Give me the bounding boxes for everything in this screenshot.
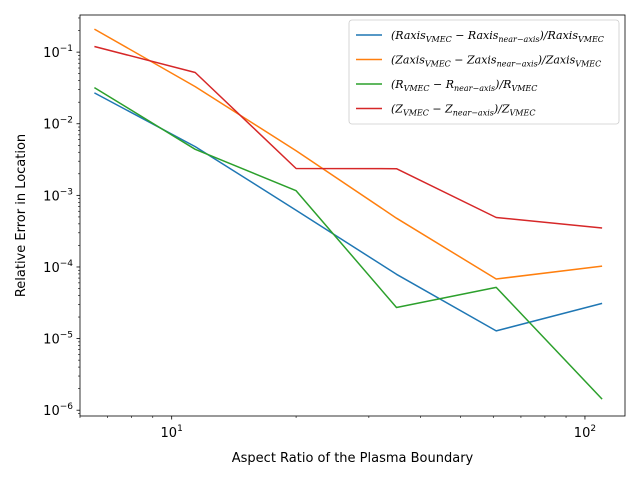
legend: (RaxisVMEC − Raxisnear−axis)/RaxisVMEC (Z… — [348, 19, 620, 125]
x-axis-ticks: 101 102 — [79, 416, 596, 441]
axes-frame — [79, 14, 626, 417]
legend-entry: (ZVMEC − Znear−axis)/ZVMEC — [391, 103, 535, 118]
x-tick-label: 102 — [574, 424, 596, 441]
legend-box — [348, 19, 620, 125]
series-line-4 — [94, 45, 603, 229]
y-tick-label: 10−5 — [43, 331, 73, 348]
legend-entry: (RaxisVMEC − Raxisnear−axis)/RaxisVMEC — [391, 29, 604, 44]
y-tick-label: 10−3 — [43, 187, 73, 204]
legend-entry: (ZaxisVMEC − Zaxisnear−axis)/ZaxisVMEC — [391, 54, 601, 69]
y-tick-label: 10−6 — [43, 402, 73, 419]
y-tick-label: 10−1 — [43, 44, 73, 61]
series-line-2 — [94, 28, 603, 280]
x-axis-label: Aspect Ratio of the Plasma Boundary — [232, 451, 474, 466]
series-lines — [94, 28, 603, 400]
legend-entry: (RVMEC − Rnear−axis)/RVMEC — [391, 78, 537, 93]
y-axis-label: Relative Error in Location — [14, 134, 29, 297]
series-line-1 — [94, 92, 603, 332]
y-tick-label: 10−4 — [43, 259, 73, 276]
x-tick-label: 101 — [161, 424, 183, 441]
y-tick-label: 10−2 — [43, 116, 73, 133]
series-line-3 — [94, 86, 603, 400]
